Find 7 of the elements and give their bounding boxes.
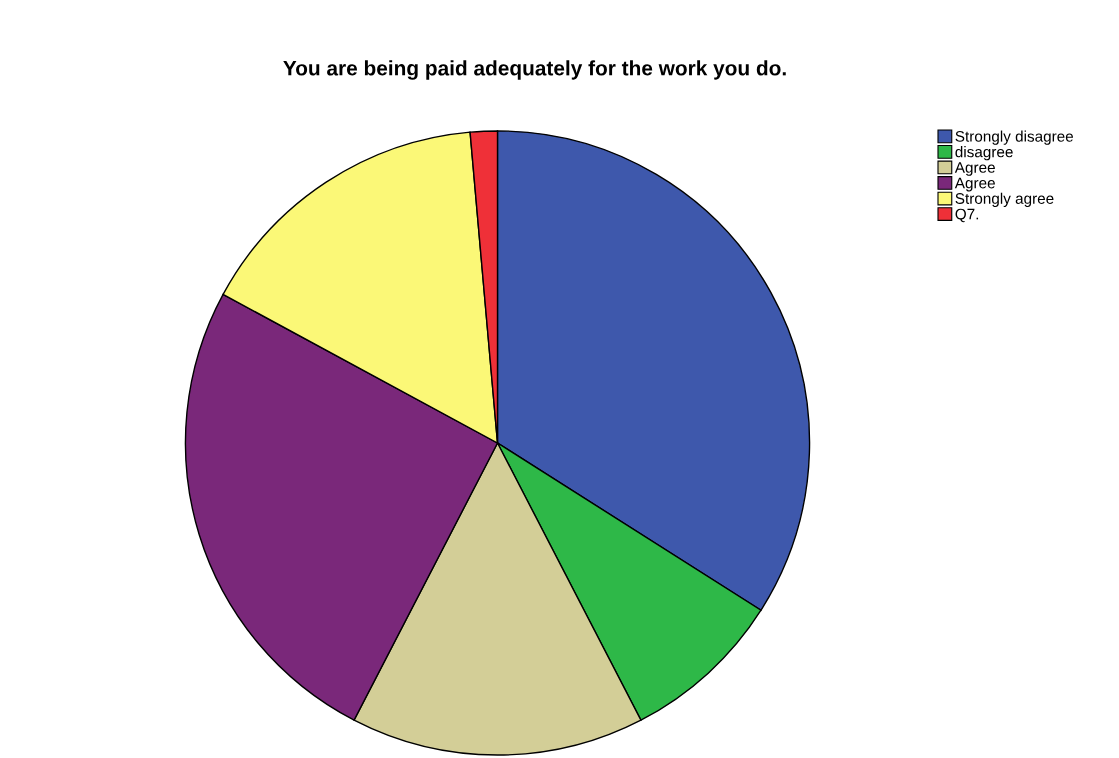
legend-label: Strongly disagree <box>955 130 1074 145</box>
chart-title: You are being paid adequately for the work you do. <box>283 60 786 80</box>
legend-label: disagree <box>955 146 1013 161</box>
legend-label: Strongly agree <box>955 192 1054 207</box>
legend-label: Agree <box>954 162 995 176</box>
legend-label: Q7. <box>955 208 979 223</box>
legend-label: Agree <box>954 177 995 192</box>
